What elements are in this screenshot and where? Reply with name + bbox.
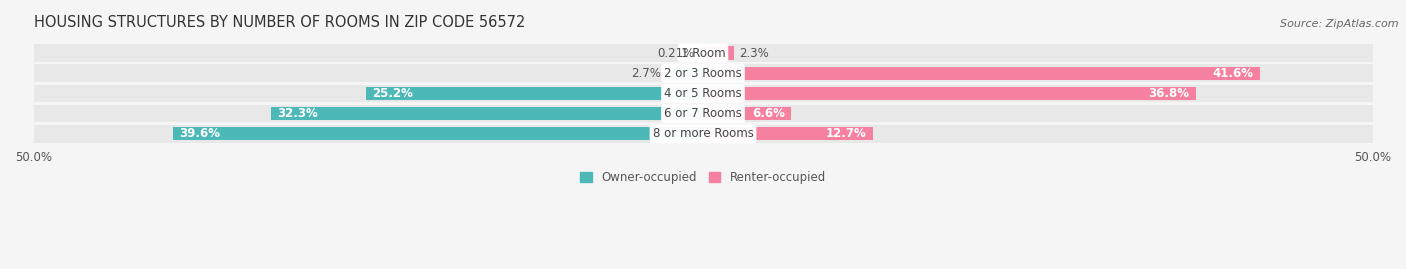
Text: 39.6%: 39.6% xyxy=(180,128,221,140)
Text: 0.21%: 0.21% xyxy=(658,47,695,59)
Bar xyxy=(703,67,1260,80)
Text: 2.7%: 2.7% xyxy=(631,67,661,80)
Text: 36.8%: 36.8% xyxy=(1149,87,1189,100)
Bar xyxy=(34,105,1372,122)
Text: 2 or 3 Rooms: 2 or 3 Rooms xyxy=(664,67,742,80)
Text: 2.3%: 2.3% xyxy=(740,47,769,59)
Bar xyxy=(366,87,703,100)
Text: 6.6%: 6.6% xyxy=(752,107,785,120)
Bar xyxy=(700,47,703,60)
Bar xyxy=(703,87,1195,100)
Bar xyxy=(666,67,703,80)
Text: 6 or 7 Rooms: 6 or 7 Rooms xyxy=(664,107,742,120)
Bar xyxy=(703,47,734,60)
Text: Source: ZipAtlas.com: Source: ZipAtlas.com xyxy=(1281,19,1399,29)
Bar xyxy=(173,127,703,140)
Bar xyxy=(703,127,873,140)
Text: 12.7%: 12.7% xyxy=(825,128,866,140)
Text: 1 Room: 1 Room xyxy=(681,47,725,59)
Legend: Owner-occupied, Renter-occupied: Owner-occupied, Renter-occupied xyxy=(579,171,827,184)
Bar xyxy=(34,44,1372,62)
Text: 41.6%: 41.6% xyxy=(1212,67,1253,80)
Bar xyxy=(34,65,1372,82)
Bar xyxy=(270,107,703,120)
Text: 4 or 5 Rooms: 4 or 5 Rooms xyxy=(664,87,742,100)
Text: 8 or more Rooms: 8 or more Rooms xyxy=(652,128,754,140)
Text: 32.3%: 32.3% xyxy=(277,107,318,120)
Text: HOUSING STRUCTURES BY NUMBER OF ROOMS IN ZIP CODE 56572: HOUSING STRUCTURES BY NUMBER OF ROOMS IN… xyxy=(34,15,524,30)
Bar xyxy=(34,85,1372,102)
Bar xyxy=(34,125,1372,143)
Bar xyxy=(703,107,792,120)
Text: 25.2%: 25.2% xyxy=(373,87,413,100)
